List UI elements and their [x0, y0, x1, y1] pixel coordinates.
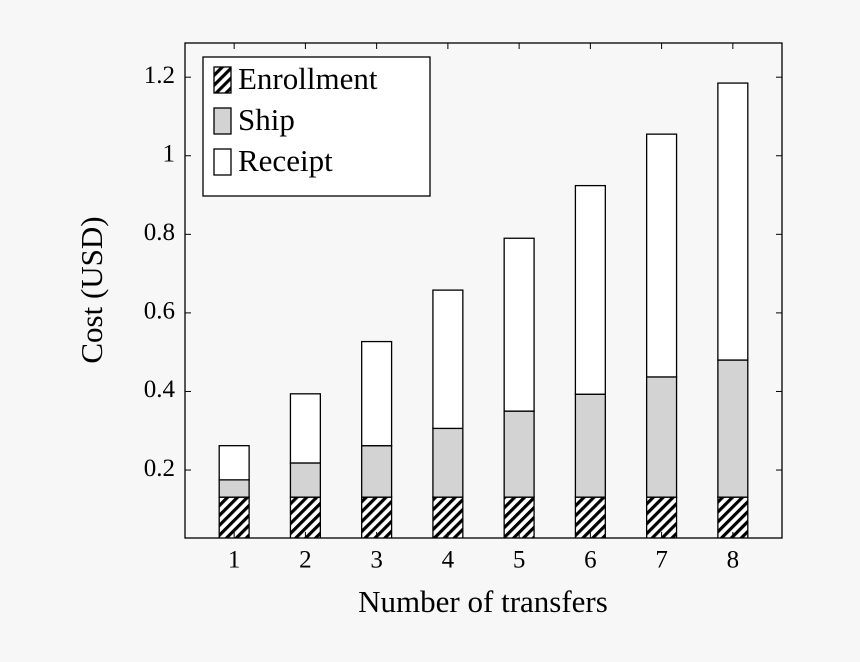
bar-segment [432, 427, 464, 498]
bars [218, 82, 749, 538]
y-tick-label: 1 [163, 140, 176, 167]
bar-segment [432, 289, 464, 430]
bar-segment [218, 445, 250, 481]
x-tick-label: 8 [727, 547, 740, 574]
bar-segment [218, 479, 250, 498]
y-tick-label: 0.6 [144, 298, 175, 325]
x-tick-label: 3 [370, 547, 383, 574]
bar-segment [361, 445, 393, 498]
legend-label: Ship [238, 102, 295, 137]
bar-segment [503, 496, 535, 538]
y-tick-label: 0.2 [144, 455, 175, 482]
legend-swatch [213, 66, 232, 94]
bar-segment [289, 393, 322, 464]
plot-frame [184, 42, 783, 539]
bar-segment [645, 496, 678, 538]
bar-segment [645, 376, 678, 498]
bar-segment [574, 184, 606, 395]
y-axis-label: Cost (USD) [74, 216, 109, 363]
bar-segment [574, 393, 606, 498]
bar-segment [717, 82, 749, 361]
legend-label: Enrollment [238, 61, 378, 96]
x-axis-label: Number of transfers [358, 584, 608, 619]
bar-segment [361, 340, 393, 447]
x-tick-label: 7 [655, 547, 668, 574]
bar-segment [218, 496, 250, 538]
legend-swatch [213, 107, 232, 135]
x-tick-label: 1 [228, 547, 241, 574]
bar-segment [717, 496, 749, 538]
bar-segment [289, 496, 322, 538]
x-tick-label: 6 [584, 547, 597, 574]
bar-segment [503, 237, 535, 412]
bar-segment [503, 410, 535, 498]
bar-segment [361, 496, 393, 538]
x-tick-label: 2 [299, 547, 312, 574]
x-tick-label: 5 [513, 547, 526, 574]
bar-segment [574, 496, 606, 538]
bar-segment [645, 133, 678, 378]
bar-segment [289, 462, 322, 498]
x-tick-label: 4 [442, 547, 455, 574]
y-tick-label: 0.4 [144, 376, 176, 403]
legend-frame [202, 56, 431, 197]
bar-segment [717, 359, 749, 498]
legend-swatch [213, 148, 232, 176]
legend-label: Receipt [238, 143, 333, 178]
y-tick-label: 0.8 [144, 219, 175, 246]
y-tick-label: 1.2 [144, 62, 175, 89]
legend: Enrollment Ship Receipt [202, 56, 431, 197]
bar-segment [432, 496, 464, 538]
